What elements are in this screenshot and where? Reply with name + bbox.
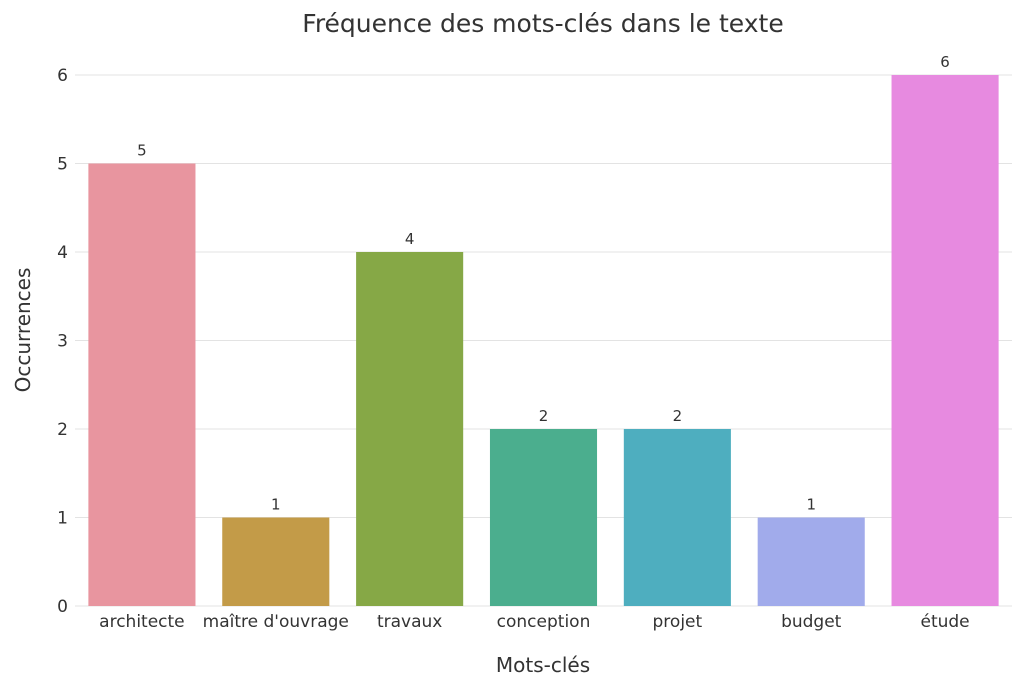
bar-3 xyxy=(489,429,598,606)
y-tick-label: 3 xyxy=(57,332,68,352)
x-tick-label-6: étude xyxy=(920,612,969,632)
data-label-2: 4 xyxy=(405,230,415,248)
data-label-6: 6 xyxy=(940,53,950,71)
y-tick-label: 0 xyxy=(57,597,68,617)
data-label-5: 1 xyxy=(806,496,816,514)
x-tick-label-4: projet xyxy=(653,612,703,632)
data-label-4: 2 xyxy=(673,407,683,425)
y-tick-label: 2 xyxy=(57,420,68,440)
y-tick-label: 1 xyxy=(57,509,68,529)
y-tick-label: 6 xyxy=(57,66,68,86)
x-axis-ticks: architecte maître d'ouvrage travaux concept… xyxy=(99,612,969,632)
bar-1 xyxy=(222,517,330,606)
data-labels: 5 1 4 2 2 1 6 xyxy=(137,53,950,514)
data-label-0: 5 xyxy=(137,142,147,160)
bar-5 xyxy=(757,517,865,606)
x-tick-label-0: architecte xyxy=(99,612,184,632)
bar-6 xyxy=(891,75,999,606)
y-tick-label: 5 xyxy=(57,155,68,175)
bar-4 xyxy=(623,429,731,606)
x-tick-label-3: conception xyxy=(497,612,591,632)
data-label-1: 1 xyxy=(271,496,281,514)
bars xyxy=(88,75,999,606)
x-axis-label: Mots-clés xyxy=(496,653,590,677)
chart-title: Fréquence des mots-clés dans le texte xyxy=(302,9,783,38)
y-tick-label: 4 xyxy=(57,243,68,263)
x-tick-label-2: travaux xyxy=(377,612,442,632)
bar-0 xyxy=(88,163,196,606)
x-tick-label-5: budget xyxy=(781,612,842,632)
data-label-3: 2 xyxy=(539,407,549,425)
y-axis-ticks: 0 1 2 3 4 5 6 xyxy=(57,66,68,617)
bar-2 xyxy=(356,252,464,606)
y-axis-label: Occurrences xyxy=(11,268,35,393)
x-tick-label-1: maître d'ouvrage xyxy=(203,612,349,632)
